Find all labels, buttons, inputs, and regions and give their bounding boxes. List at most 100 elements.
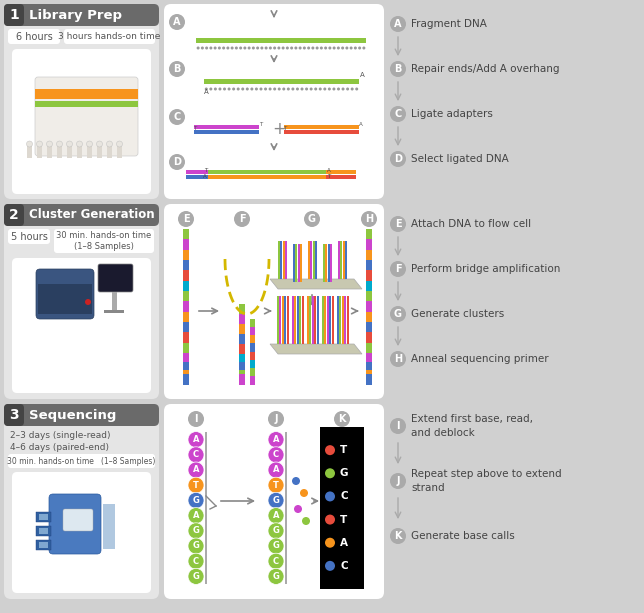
Text: A: A: [327, 167, 331, 172]
Bar: [36, 526, 51, 536]
Text: G: G: [193, 496, 200, 505]
Text: T: T: [204, 167, 207, 172]
Circle shape: [188, 508, 204, 524]
Circle shape: [310, 88, 312, 91]
Bar: [366, 322, 372, 333]
Circle shape: [169, 154, 185, 170]
Circle shape: [354, 47, 357, 50]
Bar: [298, 244, 300, 282]
Bar: [317, 296, 319, 344]
Circle shape: [117, 141, 122, 147]
Circle shape: [328, 47, 332, 50]
Circle shape: [325, 538, 335, 547]
Circle shape: [316, 47, 319, 50]
Circle shape: [205, 47, 208, 50]
Text: Extend first base, read,
and deblock: Extend first base, read, and deblock: [411, 414, 533, 438]
Circle shape: [325, 561, 335, 571]
Circle shape: [252, 47, 255, 50]
Circle shape: [268, 553, 284, 569]
Bar: [301, 244, 303, 282]
Text: I: I: [396, 421, 400, 431]
Circle shape: [390, 151, 406, 167]
Bar: [107, 144, 112, 158]
Circle shape: [188, 447, 204, 463]
Bar: [323, 244, 325, 282]
Bar: [250, 376, 255, 384]
Bar: [205, 432, 207, 584]
Text: J: J: [274, 414, 278, 424]
Circle shape: [37, 141, 43, 147]
Circle shape: [169, 61, 185, 77]
Bar: [183, 322, 189, 333]
Bar: [341, 241, 343, 279]
Bar: [366, 270, 372, 281]
Text: C: C: [340, 561, 348, 571]
Circle shape: [278, 88, 281, 91]
Bar: [366, 229, 372, 240]
Bar: [293, 244, 295, 282]
Circle shape: [390, 16, 406, 32]
Bar: [183, 281, 189, 292]
Text: J: J: [396, 476, 400, 486]
Bar: [239, 362, 245, 370]
Bar: [183, 302, 189, 312]
Bar: [366, 332, 372, 343]
Circle shape: [209, 47, 213, 50]
Bar: [97, 144, 102, 158]
Bar: [183, 260, 189, 271]
Text: 2: 2: [9, 208, 19, 222]
FancyBboxPatch shape: [4, 4, 159, 26]
Circle shape: [302, 517, 310, 525]
Circle shape: [328, 88, 331, 91]
Circle shape: [26, 141, 32, 147]
Text: Anneal sequencing primer: Anneal sequencing primer: [411, 354, 549, 364]
Bar: [366, 362, 372, 370]
Bar: [183, 353, 189, 364]
Bar: [104, 310, 124, 313]
Text: G: G: [394, 309, 402, 319]
Text: A: A: [359, 123, 363, 128]
Text: 5 hours: 5 hours: [10, 232, 48, 242]
Circle shape: [86, 141, 93, 147]
Bar: [194, 130, 259, 134]
Bar: [87, 144, 92, 158]
Circle shape: [223, 88, 226, 91]
Circle shape: [286, 47, 289, 50]
Circle shape: [209, 88, 213, 91]
Text: A: A: [193, 435, 199, 444]
Text: F: F: [395, 264, 401, 274]
Circle shape: [325, 445, 335, 455]
Circle shape: [325, 492, 335, 501]
Bar: [282, 296, 284, 344]
Circle shape: [390, 473, 406, 489]
Bar: [239, 354, 245, 365]
Circle shape: [390, 106, 406, 122]
Bar: [328, 244, 330, 282]
FancyBboxPatch shape: [4, 204, 159, 226]
Circle shape: [294, 505, 302, 513]
Bar: [308, 241, 310, 279]
Text: A: A: [360, 72, 365, 78]
Text: F: F: [239, 214, 245, 224]
Bar: [39, 528, 48, 534]
Polygon shape: [270, 344, 362, 354]
FancyBboxPatch shape: [12, 49, 151, 194]
Bar: [37, 144, 42, 158]
Circle shape: [390, 418, 406, 434]
Circle shape: [390, 306, 406, 322]
Text: G: G: [193, 541, 200, 550]
FancyBboxPatch shape: [8, 29, 60, 44]
Circle shape: [282, 88, 285, 91]
Bar: [313, 241, 315, 279]
Bar: [183, 362, 189, 370]
Text: C: C: [173, 112, 180, 122]
Bar: [281, 241, 283, 279]
Circle shape: [355, 88, 358, 91]
Bar: [183, 291, 189, 302]
Bar: [77, 144, 82, 158]
Circle shape: [169, 14, 185, 30]
Text: G: G: [308, 214, 316, 224]
Text: Generate clusters: Generate clusters: [411, 309, 504, 319]
Bar: [320, 427, 364, 589]
Bar: [332, 296, 334, 344]
